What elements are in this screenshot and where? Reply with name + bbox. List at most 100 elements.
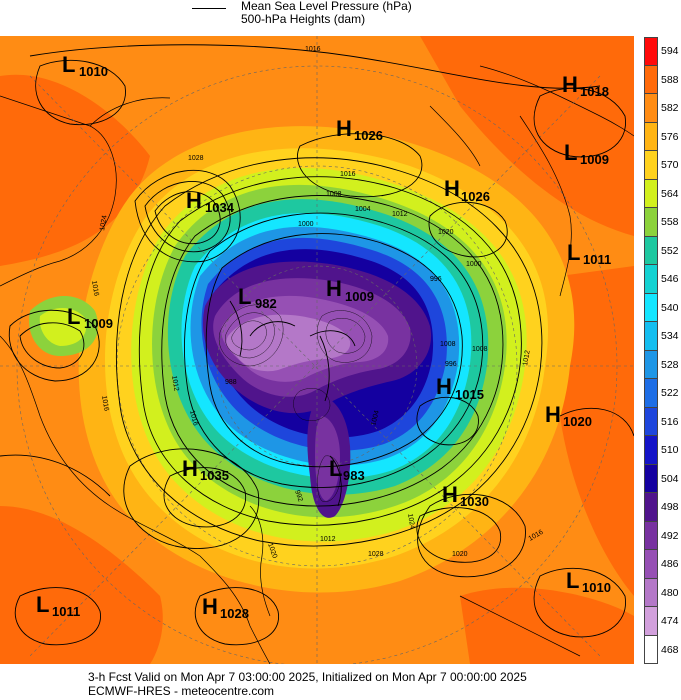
contour-label: 1012 [392, 211, 408, 218]
colorbar-swatch [644, 208, 658, 237]
svg-text:L: L [329, 456, 342, 481]
height-colorbar: 594 588 582 576 570 564 558 552 546 540 534 528 522 5… [644, 37, 681, 665]
svg-text:H: H [326, 276, 342, 301]
contour-label: 1008 [440, 341, 456, 348]
colorbar-label: 528 [661, 358, 679, 371]
svg-text:1035: 1035 [200, 468, 229, 483]
height-field-564-w [39, 307, 87, 346]
contour-label: 988 [225, 379, 237, 386]
contour-label: 1000 [466, 261, 482, 268]
contour-label: 1012 [170, 375, 180, 392]
low-center: L 1010 [566, 568, 611, 595]
svg-text:1018: 1018 [580, 84, 609, 99]
high-center: H 1028 [202, 594, 249, 621]
colorbar-swatch [644, 407, 658, 436]
map-panel: 1016 1028 1024 1016 1016 1008 1004 1012 … [0, 36, 634, 664]
pressure-line-swatch [192, 8, 226, 9]
svg-text:H: H [182, 456, 198, 481]
colorbar-swatch [644, 350, 658, 379]
high-center: H 1026 [444, 176, 490, 204]
height-field-588-e [560, 266, 634, 596]
colorbar-label: 468 [661, 643, 679, 656]
low-center: L 1009 [564, 140, 609, 167]
colorbar-label: 558 [661, 216, 679, 229]
high-center: H 1009 [326, 276, 374, 304]
high-center: H 1015 [436, 374, 484, 402]
svg-text:1010: 1010 [79, 64, 108, 79]
svg-text:H: H [442, 482, 458, 507]
svg-text:L: L [564, 140, 577, 165]
high-center: H 1020 [545, 402, 592, 429]
weather-map: 1016 1028 1024 1016 1016 1008 1004 1012 … [0, 36, 634, 664]
contour-label: 1016 [90, 280, 100, 297]
core-isobars [218, 304, 373, 502]
contour-label: 1012 [320, 536, 336, 543]
svg-text:1026: 1026 [461, 189, 490, 204]
colorbar-swatch [644, 635, 658, 664]
contour-label: 1028 [188, 155, 204, 162]
colorbar-label: 480 [661, 586, 679, 599]
svg-text:1009: 1009 [84, 316, 113, 331]
svg-text:H: H [562, 72, 578, 97]
colorbar-label: 564 [661, 187, 679, 200]
pressure-centers: L 1010 H 1018 H 1026 L 1009 H 1034 H 1026 L 101… [36, 52, 611, 621]
contour-label: 992 [293, 489, 304, 502]
high-center: H 1035 [182, 456, 229, 483]
height-field-588-nw [0, 74, 150, 266]
contour-label: 1020 [438, 229, 454, 236]
height-field-588-sw [0, 506, 163, 664]
colorbar-label: 486 [661, 558, 679, 571]
height-field-588-ne [420, 36, 634, 236]
colorbar-label: 522 [661, 387, 679, 400]
svg-text:1026: 1026 [354, 128, 383, 143]
high-center: H 1030 [442, 482, 489, 509]
svg-text:L: L [67, 304, 80, 329]
contour-label: 1004 [355, 206, 371, 213]
colorbar-label: 504 [661, 472, 679, 485]
contour-label: 1024 [99, 215, 109, 232]
colorbar-swatch [644, 179, 658, 208]
low-center: L 1009 [67, 304, 113, 331]
contour-label: 1016 [305, 46, 321, 53]
colorbar-label: 594 [661, 45, 679, 58]
legend-label-pressure: Mean Sea Level Pressure (hPa) [241, 0, 412, 13]
svg-text:1034: 1034 [205, 200, 235, 215]
height-field-492-trough [315, 416, 340, 501]
colorbar-label: 510 [661, 444, 679, 457]
low-center: L 983 [329, 456, 365, 483]
svg-text:982: 982 [255, 296, 277, 311]
colorbar-label: 474 [661, 615, 679, 628]
low-center: L 1010 [62, 52, 108, 79]
svg-text:H: H [444, 176, 460, 201]
contour-label: 1000 [298, 221, 314, 228]
svg-text:H: H [545, 402, 561, 427]
colorbar-swatch [644, 151, 658, 180]
svg-text:1020: 1020 [563, 414, 592, 429]
svg-text:1028: 1028 [220, 606, 249, 621]
contour-label: 1016 [100, 395, 110, 412]
colorbar-label: 516 [661, 415, 679, 428]
svg-text:1011: 1011 [52, 604, 80, 619]
svg-text:H: H [202, 594, 218, 619]
svg-text:1009: 1009 [580, 152, 609, 167]
svg-text:1010: 1010 [582, 580, 611, 595]
colorbar-label: 588 [661, 73, 679, 86]
low-center: L 1011 [36, 592, 80, 619]
graticule [0, 36, 634, 664]
svg-text:H: H [336, 116, 352, 141]
map-legend: Mean Sea Level Pressure (hPa) 500-hPa He… [0, 0, 681, 34]
coastlines [0, 65, 634, 664]
contour-label: 1016 [340, 171, 356, 178]
colorbar-label: 570 [661, 159, 679, 172]
svg-text:H: H [436, 374, 452, 399]
high-center: H 1034 [186, 188, 235, 215]
colorbar-swatch [644, 37, 658, 66]
contour-label: 996 [445, 361, 457, 368]
svg-text:1009: 1009 [345, 289, 374, 304]
contour-label: 1004 [370, 410, 381, 427]
colorbar-swatch [644, 293, 658, 322]
svg-text:L: L [36, 592, 49, 617]
colorbar-swatch [644, 550, 658, 579]
colorbar-label: 582 [661, 102, 679, 115]
contour-label: 1020 [266, 542, 278, 559]
